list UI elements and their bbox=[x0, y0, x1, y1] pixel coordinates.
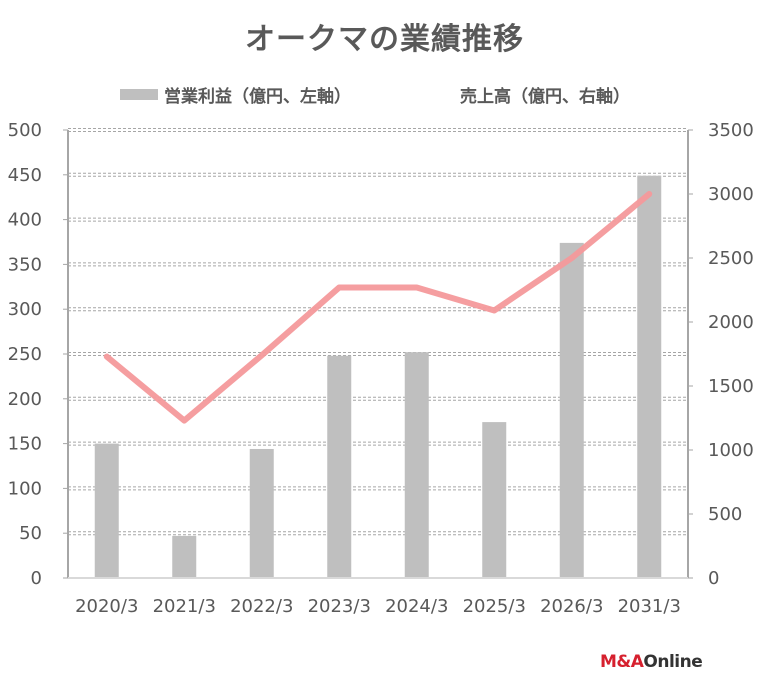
left-tick-label: 0 bbox=[31, 568, 42, 589]
x-axis-ticks: 2020/3 2021/3 2022/3 2023/3 2024/3 2025/3 2026… bbox=[75, 596, 681, 617]
x-tick-label: 2031/3 bbox=[618, 596, 681, 617]
logo-part2: Online bbox=[643, 652, 703, 672]
legend-label-operating-profit: 営業利益（億円、左軸） bbox=[164, 87, 351, 107]
x-tick-label: 2021/3 bbox=[153, 596, 216, 617]
chart-title: オークマの業績推移 bbox=[245, 22, 524, 57]
right-axis-ticks: 0 500 1000 1500 2000 2500 3000 3500 bbox=[708, 120, 754, 589]
axes bbox=[63, 129, 693, 579]
legend-item-operating-profit: 営業利益（億円、左軸） bbox=[120, 82, 351, 107]
left-tick-label: 250 bbox=[8, 344, 42, 365]
bar-series bbox=[94, 175, 662, 579]
left-tick-label: 400 bbox=[8, 210, 42, 231]
right-tick-label: 0 bbox=[708, 568, 719, 589]
logo-part1: M&A bbox=[600, 652, 644, 672]
left-tick-label: 450 bbox=[8, 165, 42, 186]
bar-2024/3 bbox=[404, 352, 429, 578]
gridlines bbox=[68, 128, 688, 536]
right-tick-label: 3000 bbox=[708, 184, 754, 205]
left-tick-label: 350 bbox=[8, 254, 42, 275]
x-tick-label: 2025/3 bbox=[463, 596, 526, 617]
line-series bbox=[103, 191, 653, 424]
bar-2020/3 bbox=[94, 443, 119, 578]
bar-2021/3 bbox=[172, 535, 197, 578]
bar-2025/3 bbox=[482, 422, 507, 578]
left-tick-label: 150 bbox=[8, 434, 42, 455]
bar-2031/3 bbox=[637, 175, 662, 579]
x-tick-label: 2023/3 bbox=[308, 596, 371, 617]
right-tick-label: 1500 bbox=[708, 376, 754, 397]
legend-label-sales: 売上高（億円、右軸） bbox=[460, 87, 630, 107]
left-axis-ticks: 0 50 100 150 200 250 300 350 400 450 500 bbox=[8, 120, 42, 589]
logo: M&AOnline bbox=[600, 652, 703, 672]
left-tick-label: 500 bbox=[8, 120, 42, 141]
x-tick-label: 2026/3 bbox=[540, 596, 603, 617]
bar-2022/3 bbox=[249, 448, 274, 578]
right-tick-label: 2000 bbox=[708, 312, 754, 333]
left-tick-label: 300 bbox=[8, 299, 42, 320]
right-tick-label: 500 bbox=[708, 504, 742, 525]
legend-swatch-bar bbox=[120, 89, 158, 100]
right-tick-label: 3500 bbox=[708, 120, 754, 141]
left-tick-label: 100 bbox=[8, 478, 42, 499]
x-tick-label: 2024/3 bbox=[385, 596, 448, 617]
right-tick-label: 1000 bbox=[708, 440, 754, 461]
x-tick-label: 2020/3 bbox=[75, 596, 138, 617]
left-tick-label: 200 bbox=[8, 389, 42, 410]
sales-line bbox=[103, 191, 653, 424]
bar-2026/3 bbox=[559, 242, 584, 578]
x-tick-label: 2022/3 bbox=[230, 596, 293, 617]
bar-2023/3 bbox=[327, 355, 352, 578]
legend-item-sales: 売上高（億円、右軸） bbox=[418, 82, 630, 107]
left-tick-label: 50 bbox=[19, 523, 42, 544]
right-tick-label: 2500 bbox=[708, 248, 754, 269]
